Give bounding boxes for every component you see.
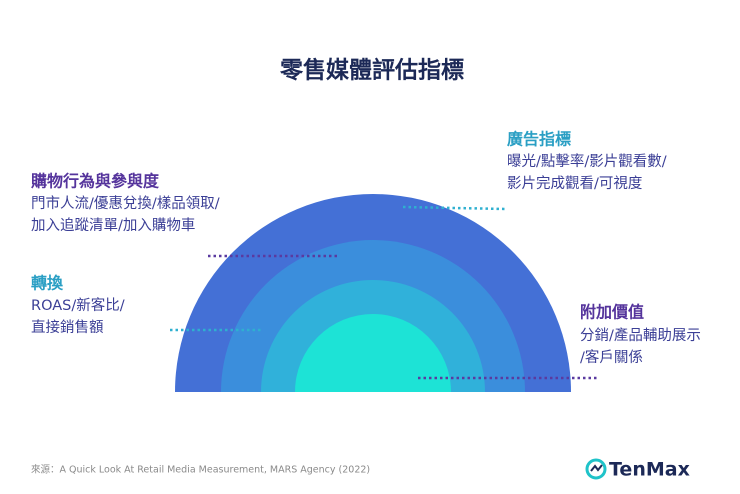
section-text: 門市人流/優惠兌換/樣品領取/ bbox=[31, 195, 220, 212]
section-text: 影片完成觀看/可視度 bbox=[507, 175, 642, 192]
section-heading: 廣告指標 bbox=[507, 130, 571, 149]
section-heading: 轉換 bbox=[31, 274, 64, 293]
logo: TenMax bbox=[585, 458, 690, 481]
ring-inner bbox=[295, 314, 451, 392]
logo-icon-mark bbox=[590, 464, 603, 472]
section-heading: 附加價值 bbox=[580, 303, 644, 322]
title: 零售媒體評估指標 bbox=[279, 57, 464, 84]
section-text: 加入追蹤清單/加入購物車 bbox=[31, 217, 195, 234]
section-text: 直接銷售額 bbox=[31, 319, 104, 336]
semicircles bbox=[175, 194, 571, 392]
connector bbox=[402, 205, 507, 211]
section-heading: 購物行為與參與度 bbox=[30, 172, 160, 191]
logo-icon bbox=[585, 458, 607, 480]
section-text: 曝光/點擊率/影片觀看數/ bbox=[507, 152, 667, 170]
section-text: 分銷/產品輔助展示 bbox=[580, 327, 701, 344]
source: 來源：A Quick Look At Retail Media Measurem… bbox=[31, 465, 370, 476]
logo-text: TenMax bbox=[609, 459, 690, 481]
section-text: ROAS/新客比/ bbox=[31, 297, 125, 314]
section-text: /客戶關係 bbox=[580, 349, 643, 366]
